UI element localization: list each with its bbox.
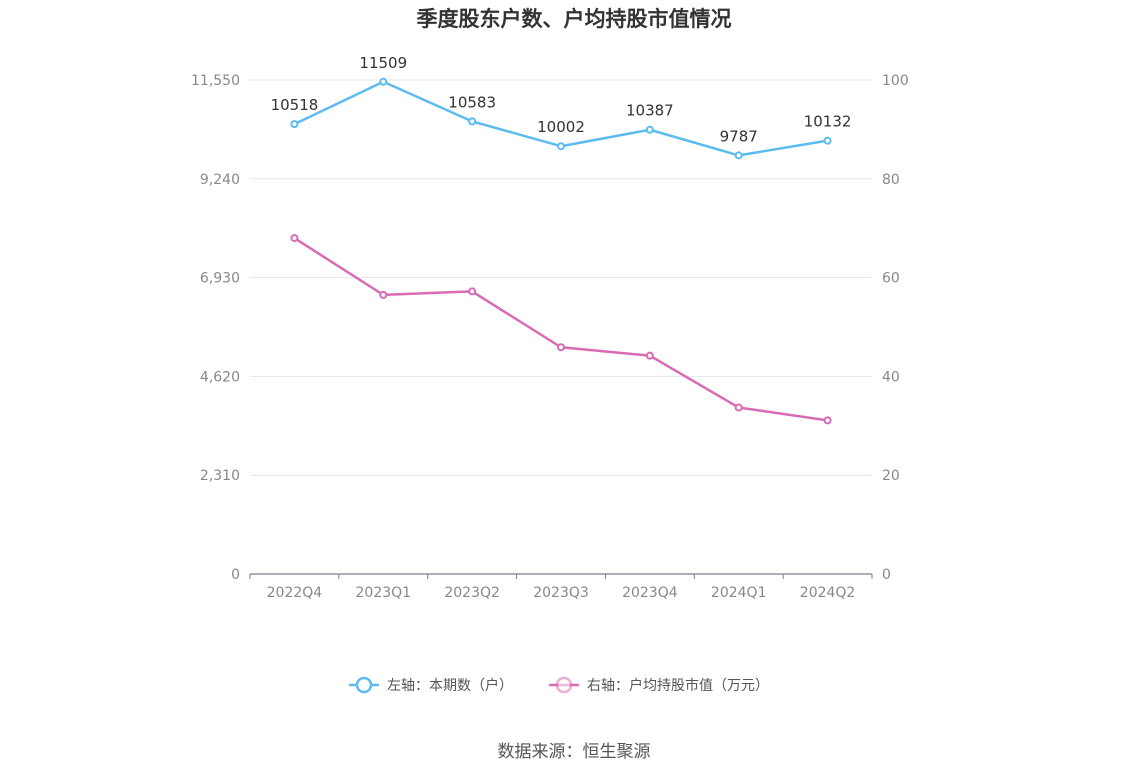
market-value-point	[290, 234, 299, 243]
shareholder-count-data-label: 9787	[720, 127, 758, 145]
shareholder-count-point	[645, 125, 654, 134]
right-tick-label: 40	[882, 369, 900, 385]
shareholder-count-data-label: 10387	[626, 102, 674, 120]
shareholder-count-data-label: 10132	[804, 113, 852, 131]
market-value-point	[823, 416, 832, 425]
data-source: 数据来源：恒生聚源	[498, 742, 651, 762]
chart-title: 季度股东户数、户均持股市值情况	[417, 7, 732, 31]
right-axis: 0 20 40 60 80 100	[882, 73, 909, 583]
legend[interactable]: 左轴：本期数（户） 右轴：户均持股市值（万元）	[349, 676, 769, 694]
left-axis: 0 2,310 4,620 6,930 9,240 11,550	[191, 73, 240, 583]
x-axis: 2022Q4 2023Q1 2023Q2 2023Q3 2023Q4 2024Q1 2024…	[249, 573, 873, 601]
x-tick-label: 2022Q4	[267, 585, 323, 601]
left-tick-label: 6,930	[200, 271, 240, 287]
shareholder-count-point	[468, 117, 477, 126]
legend-marker	[355, 676, 373, 694]
x-tick-label: 2023Q2	[444, 585, 500, 601]
market-value-point	[645, 351, 654, 360]
left-tick-label: 4,620	[200, 369, 240, 385]
right-tick-label: 0	[882, 567, 891, 583]
shareholder-count-point	[290, 120, 299, 129]
legend-label: 右轴：户均持股市值（万元）	[587, 677, 769, 694]
shareholder-count-data-label: 10518	[271, 96, 319, 114]
x-tick-label: 2023Q3	[533, 585, 589, 601]
shareholder-count-data-label: 11509	[359, 54, 407, 72]
shareholder-count-point	[734, 151, 743, 160]
left-tick-label: 11,550	[191, 73, 240, 89]
shareholder-count-data-label: 10002	[537, 118, 585, 136]
legend-marker	[555, 676, 573, 694]
x-tick-label: 2023Q1	[356, 585, 412, 601]
shareholder-count-point	[379, 77, 388, 86]
left-tick-label: 0	[231, 567, 240, 583]
series-layer: 10518 11509 10583 10002 10387 9787 10132	[271, 54, 852, 425]
grid-lines	[250, 79, 872, 476]
legend-item[interactable]: 左轴：本期数（户）	[349, 676, 513, 694]
market-value-line	[293, 237, 828, 422]
right-tick-label: 80	[882, 172, 900, 188]
legend-item[interactable]: 右轴：户均持股市值（万元）	[549, 676, 769, 694]
shareholder-count-point	[557, 142, 565, 151]
market-value-point	[379, 290, 388, 299]
left-tick-label: 2,310	[200, 468, 240, 484]
x-tick-label: 2024Q1	[711, 585, 767, 601]
left-tick-label: 9,240	[200, 172, 240, 188]
shareholder-count-data-label: 10583	[448, 93, 496, 111]
legend-label: 左轴：本期数（户）	[387, 677, 513, 694]
x-tick-label: 2024Q2	[800, 585, 856, 601]
right-tick-label: 100	[882, 73, 909, 89]
right-tick-label: 60	[882, 271, 900, 287]
x-tick-label: 2023Q4	[622, 585, 678, 601]
right-tick-label: 20	[882, 468, 900, 484]
market-value-point	[734, 403, 743, 412]
market-value-point	[557, 343, 565, 352]
shareholder-count-point	[823, 136, 832, 145]
market-value-point	[468, 287, 477, 296]
